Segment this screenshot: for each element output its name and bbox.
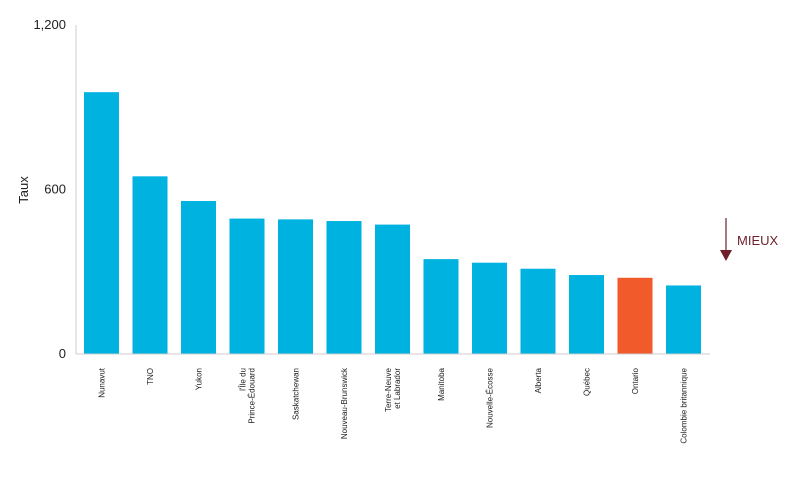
bar xyxy=(326,221,362,354)
bar xyxy=(229,218,265,354)
x-tick-label: l'Île duPrince-Édouard xyxy=(239,368,257,424)
category-labels: Nunavut TNO Yukon l'Île duPrince-Édouard Sas… xyxy=(98,367,689,444)
y-axis-ticks: 0 600 1,200 xyxy=(33,17,66,361)
x-tick-label: Ontario xyxy=(631,367,640,394)
x-tick-label: Alberta xyxy=(534,367,543,393)
x-tick-label: TNO xyxy=(146,368,155,385)
x-tick-label: Saskatchewan xyxy=(292,368,301,420)
bar xyxy=(84,92,119,354)
x-tick-label: Québec xyxy=(583,368,592,396)
x-tick-label: Nouveau-Brunswick xyxy=(340,367,349,439)
bar xyxy=(666,285,701,354)
better-label: MIEUX xyxy=(737,233,779,248)
y-tick-label: 600 xyxy=(44,182,66,197)
x-tick-label: Nunavut xyxy=(98,367,107,398)
bars xyxy=(84,92,701,354)
bar xyxy=(472,262,507,354)
down-arrow-head xyxy=(720,250,732,261)
y-axis-label: Taux xyxy=(16,176,31,204)
bar xyxy=(423,259,459,354)
bar xyxy=(375,224,410,354)
x-tick-label: Nouvelle-Écosse xyxy=(486,367,495,428)
better-annotation: MIEUX xyxy=(720,218,779,261)
x-tick-label: Terre-Neuveet Labrador xyxy=(384,367,402,412)
bar xyxy=(569,275,604,354)
y-tick-label: 0 xyxy=(59,346,66,361)
bar xyxy=(617,277,653,354)
x-tick-label: Manitoba xyxy=(437,367,446,400)
axes xyxy=(75,25,710,355)
x-tick-label: Colombie britannique xyxy=(680,367,689,443)
bar xyxy=(181,201,216,354)
bar xyxy=(520,268,556,354)
bar xyxy=(132,176,168,354)
y-tick-label: 1,200 xyxy=(33,17,66,32)
bar xyxy=(278,219,313,354)
x-tick-label: Yukon xyxy=(195,368,204,390)
